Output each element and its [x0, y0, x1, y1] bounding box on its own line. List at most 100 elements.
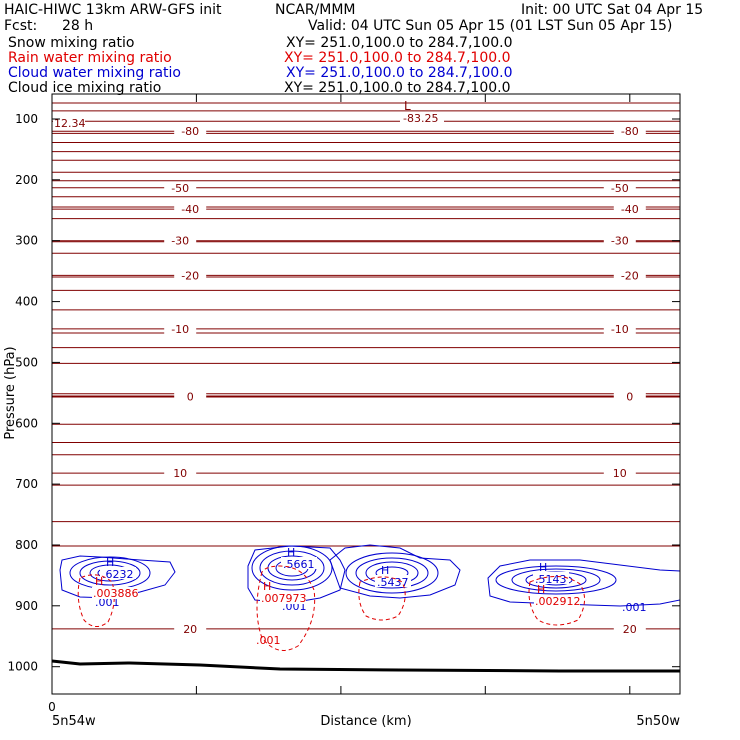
cloud-water-contour	[511, 568, 601, 592]
y-tick-label: 1000	[7, 660, 38, 674]
contour-label-bg	[613, 622, 646, 635]
rain-water-contour	[256, 565, 316, 651]
distance-axis	[195, 94, 631, 694]
org-label: NCAR/MMM	[275, 2, 356, 18]
temperature-contour-label: -10	[171, 323, 189, 336]
y-tick-label: 200	[15, 173, 38, 187]
contour-label-bg	[613, 125, 646, 138]
field-cloud-ice-xy: XY= 251.0,100.0 to 284.7,100.0	[284, 80, 511, 96]
temperature-contour-label: 0	[626, 391, 633, 404]
contour-label-bg	[603, 467, 636, 480]
y-tick-label: 100	[15, 112, 38, 126]
y-tick-label: 800	[15, 538, 38, 552]
cloud-water-contour	[355, 557, 429, 589]
y-tick-label: 500	[15, 355, 38, 369]
temperature-contour-label: -80	[181, 125, 199, 138]
temperature-contour-label: -40	[181, 203, 199, 216]
contour-label-bg	[174, 125, 207, 138]
cloud-water-max-value: .6232	[102, 568, 134, 581]
forecast-label: Fcst:	[4, 18, 38, 34]
rain-water-max-value: .003886	[93, 587, 139, 600]
temperature-contour-label: -50	[171, 182, 189, 195]
forecast-hours: 28 h	[62, 18, 94, 34]
terrain-line	[51, 659, 680, 673]
plot-frame	[51, 93, 681, 695]
y-tick-label: 400	[15, 295, 38, 309]
contour-label-bg	[174, 203, 207, 216]
cloud-water-contour	[79, 560, 141, 586]
temperature-contour-label: -30	[611, 235, 629, 248]
contour-label-bg	[174, 622, 207, 635]
temperature-contour-label: -30	[171, 235, 189, 248]
temperature-contour-label: -10	[611, 323, 629, 336]
cloud-water-max-value: .5661	[283, 558, 315, 571]
cloud-water-contour	[259, 550, 325, 586]
label-bg	[92, 587, 138, 599]
temperature-contours: -80 -80 -50 -50 -40 -40 -30 -30 -20 -20 -10 -10 0 0 10…	[52, 99, 680, 636]
temperature-max-value: 12.34	[54, 117, 86, 130]
temperature-min-value: -83.25	[403, 112, 438, 125]
temperature-contour-label: -20	[181, 269, 199, 282]
x-axis-start-tick: 0	[48, 700, 56, 714]
valid-time: Valid: 04 UTC Sun 05 Apr 15 (01 LST Sun …	[308, 18, 673, 34]
rain-water-min-label: .001	[256, 634, 281, 647]
temperature-contour-label: 20	[623, 623, 637, 636]
temperature-contour-label: 10	[173, 467, 187, 480]
cloud-water-max-marker: H	[381, 564, 389, 577]
temperature-contour-label: 20	[183, 623, 197, 636]
x-axis-left-location: 5n54w	[52, 714, 96, 729]
contour-label-bg	[613, 390, 646, 403]
field-rain-xy: XY= 251.0,100.0 to 284.7,100.0	[284, 50, 511, 66]
contour-label-bg	[53, 117, 85, 129]
cloud-water-contour	[59, 555, 176, 599]
cloud-water-max-marker: H	[106, 556, 114, 569]
y-axis-title: Pressure (hPa)	[3, 346, 18, 439]
label-bg	[260, 592, 306, 604]
cloud-water-contour	[345, 552, 439, 594]
contour-label-bg	[613, 269, 646, 282]
field-cloud-water-label: Cloud water mixing ratio	[8, 65, 181, 81]
contour-label-bg	[164, 181, 197, 194]
temperature-contour-label: 10	[613, 467, 627, 480]
init-time: Init: 00 UTC Sat 04 Apr 15	[521, 2, 704, 18]
label-bg	[375, 575, 411, 587]
temperature-contour-label: -50	[611, 182, 629, 195]
temperature-contour-label: -80	[621, 125, 639, 138]
cloud-water-max-value: .5437	[377, 576, 409, 589]
field-cloud-water-xy: XY= 251.0,100.0 to 284.7,100.0	[286, 65, 513, 81]
field-rain-label: Rain water mixing ratio	[8, 50, 172, 66]
contour-label-bg	[174, 269, 207, 282]
x-axis-right-location: 5n50w	[636, 714, 680, 729]
contour-label-bg	[164, 467, 197, 480]
temperature-contour-label: -20	[621, 269, 639, 282]
contour-label-bg	[603, 181, 636, 194]
contour-label-bg	[603, 234, 636, 247]
temperature-min-marker: L	[404, 99, 411, 113]
cloud-water-max-marker: H	[539, 561, 547, 574]
rain-water-contour	[528, 576, 585, 626]
label-bg	[281, 557, 317, 569]
cloud-water-contour	[251, 545, 333, 591]
field-cloud-ice-label: Cloud ice mixing ratio	[8, 80, 162, 96]
contour-label-bg	[174, 390, 207, 403]
rain-water-max-marker: H	[537, 583, 545, 596]
rain-water-contour	[77, 574, 115, 627]
x-axis-title: Distance (km)	[320, 714, 411, 729]
temperature-contour-label: 0	[187, 391, 194, 404]
temperature-contour-label: -40	[621, 203, 639, 216]
cloud-water-contour	[495, 565, 617, 595]
cloud-water-min-label: .001	[622, 601, 647, 614]
contour-label-bg	[613, 203, 646, 216]
contour-label-bg	[603, 322, 636, 335]
cloud-water-contour	[329, 544, 461, 599]
contour-label-bg	[164, 234, 197, 247]
contour-label-bg	[164, 322, 197, 335]
model-title: HAIC-HIWC 13km ARW-GFS init	[4, 2, 222, 18]
y-tick-label: 600	[15, 416, 38, 430]
label-bg	[533, 572, 569, 584]
y-tick-label: 700	[15, 477, 38, 491]
contour-label-bg	[400, 112, 444, 124]
